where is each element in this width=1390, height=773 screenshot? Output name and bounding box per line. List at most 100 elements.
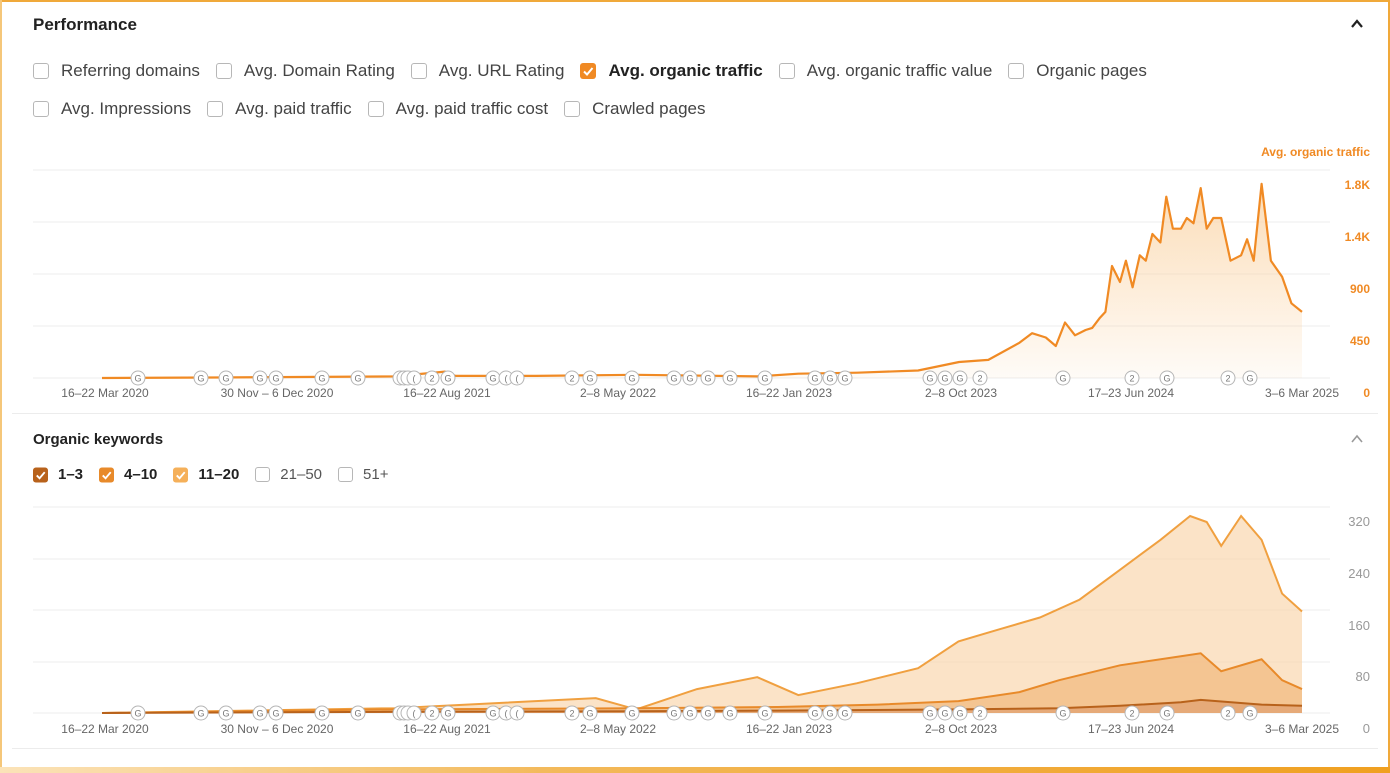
annotation-marker	[350, 370, 366, 386]
organic-traffic-area	[102, 183, 1302, 378]
metric-checkbox-avg-organic-traffic[interactable]: Avg. organic traffic	[580, 61, 763, 81]
position-checkbox-1-3[interactable]: 1–3	[33, 466, 83, 483]
annotation-marker	[350, 705, 366, 721]
annotation-marker-text: 2	[569, 374, 574, 384]
annotation-marker-text: G	[134, 374, 141, 384]
annotation-marker-text: (	[413, 709, 416, 719]
metrics-row-1: Referring domains Avg. Domain Rating Avg. …	[33, 61, 1163, 81]
annotation-marker	[937, 370, 953, 386]
annotation-marker	[837, 705, 853, 721]
annotation-marker-text: G	[354, 709, 361, 719]
y-tick-label: 1.4K	[1344, 230, 1370, 244]
annotation-marker-text: G	[256, 374, 263, 384]
annotation-marker-text: G	[841, 709, 848, 719]
annotation-marker	[807, 370, 823, 386]
x-tick-label: 16–22 Jan 2023	[745, 722, 833, 736]
checkbox-label: 21–50	[280, 466, 323, 483]
annotation-marker	[314, 705, 330, 721]
checkbox-empty-icon	[1008, 63, 1025, 79]
checkbox-label: Avg. paid traffic cost	[395, 99, 549, 118]
metrics-row-2: Avg. Impressions Avg. paid traffic Avg. pa…	[33, 99, 722, 119]
metric-checkbox-crawled-pages[interactable]: Crawled pages	[564, 99, 706, 119]
checkbox-empty-icon	[367, 101, 384, 117]
checkbox-label: 4–10	[124, 466, 158, 483]
x-tick-label: 17–23 Jun 2024	[1087, 386, 1175, 400]
position-checkbox-51[interactable]: 51+	[338, 466, 388, 483]
metric-checkbox-avg-organic-traffic-value[interactable]: Avg. organic traffic value	[778, 61, 992, 81]
annotation-marker-text: G	[444, 374, 451, 384]
collapse-keywords-button[interactable]	[1350, 432, 1364, 446]
annotation-marker	[252, 370, 268, 386]
annotation-marker	[268, 705, 284, 721]
organic-traffic-line	[101, 182, 1303, 380]
y-tick-label: 160	[1348, 618, 1370, 633]
annotation-marker-text: G	[826, 374, 833, 384]
annotation-marker	[406, 705, 422, 721]
metric-checkbox-organic-pages[interactable]: Organic pages	[1008, 61, 1147, 81]
annotation-marker	[406, 370, 422, 386]
annotation-marker-text: G	[489, 374, 496, 384]
annotation-marker	[952, 705, 968, 721]
annotation-marker-text: G	[956, 709, 963, 719]
metric-checkbox-avg-url-rating[interactable]: Avg. URL Rating	[410, 61, 565, 81]
annotation-marker-text: 2	[977, 374, 982, 384]
y-tick-label: 450	[1349, 334, 1370, 348]
annotation-marker-text: G	[811, 709, 818, 719]
annotation-marker-text: G	[256, 709, 263, 719]
checkbox-label: Avg. organic traffic	[608, 61, 763, 80]
annotation-marker-text: G	[686, 374, 693, 384]
position-checkbox-11-20[interactable]: 11–20	[173, 466, 239, 483]
metric-checkbox-referring-domains[interactable]: Referring domains	[33, 61, 200, 81]
frame-top-border	[0, 0, 1390, 2]
annotation-marker-text: 2	[977, 709, 982, 719]
series-label: Avg. organic traffic	[1261, 145, 1370, 159]
annotation-marker-text: G	[941, 374, 948, 384]
annotation-marker-text: G	[761, 709, 768, 719]
annotation-marker	[624, 370, 640, 386]
annotation-marker	[564, 370, 580, 386]
checkbox-empty-icon	[255, 467, 271, 482]
annotation-marker-text: G	[586, 709, 593, 719]
frame-right-border	[1388, 0, 1390, 773]
metric-checkbox-avg-paid-traffic-cost[interactable]: Avg. paid traffic cost	[367, 99, 549, 119]
annotation-marker	[722, 705, 738, 721]
annotation-marker-text: 2	[1129, 709, 1134, 719]
metric-checkbox-avg-paid-traffic[interactable]: Avg. paid traffic	[207, 99, 352, 119]
x-tick-label: 3–6 Mar 2025	[1264, 722, 1340, 736]
checkbox-label: 51+	[363, 466, 389, 483]
x-tick-label: 16–22 Mar 2020	[61, 722, 149, 736]
position-checkbox-4-10[interactable]: 4–10	[99, 466, 157, 483]
checkbox-label: Avg. URL Rating	[438, 61, 565, 80]
annotation-marker	[1220, 705, 1236, 721]
x-tick-label: 16–22 Aug 2021	[403, 386, 491, 400]
annotation-marker-text: 2	[1129, 374, 1134, 384]
annotation-marker	[972, 705, 988, 721]
annotation-marker	[314, 370, 330, 386]
annotation-marker-text: G	[926, 374, 933, 384]
x-tick-label: 17–23 Jun 2024	[1087, 722, 1175, 736]
annotation-marker	[952, 370, 968, 386]
metric-checkbox-avg-domain-rating[interactable]: Avg. Domain Rating	[215, 61, 395, 81]
x-tick-label: 16–22 Mar 2020	[61, 386, 149, 400]
metric-checkbox-avg-impressions[interactable]: Avg. Impressions	[33, 99, 191, 119]
y-tick-label: 0	[1362, 721, 1370, 736]
y-tick-label: 0	[1363, 386, 1370, 400]
annotation-marker-text: G	[1163, 374, 1170, 384]
position-checkbox-21-50[interactable]: 21–50	[255, 466, 322, 483]
x-tick-label: 2–8 May 2022	[579, 386, 657, 400]
annotation-marker	[700, 370, 716, 386]
x-tick-label: 3–6 Mar 2025	[1264, 386, 1340, 400]
checkbox-label: Avg. paid traffic	[235, 99, 352, 118]
annotation-marker	[807, 705, 823, 721]
annotation-marker-text: G	[628, 374, 635, 384]
frame-left-border	[0, 0, 2, 773]
annotation-marker	[666, 370, 682, 386]
annotation-marker-text: G	[761, 374, 768, 384]
annotation-marker-text: G	[444, 709, 451, 719]
section-divider	[12, 413, 1378, 414]
chevron-up-icon	[1351, 434, 1363, 443]
annotation-marker	[424, 370, 440, 386]
annotation-marker	[1242, 370, 1258, 386]
checkbox-empty-icon	[215, 63, 232, 79]
collapse-performance-button[interactable]	[1350, 17, 1364, 31]
